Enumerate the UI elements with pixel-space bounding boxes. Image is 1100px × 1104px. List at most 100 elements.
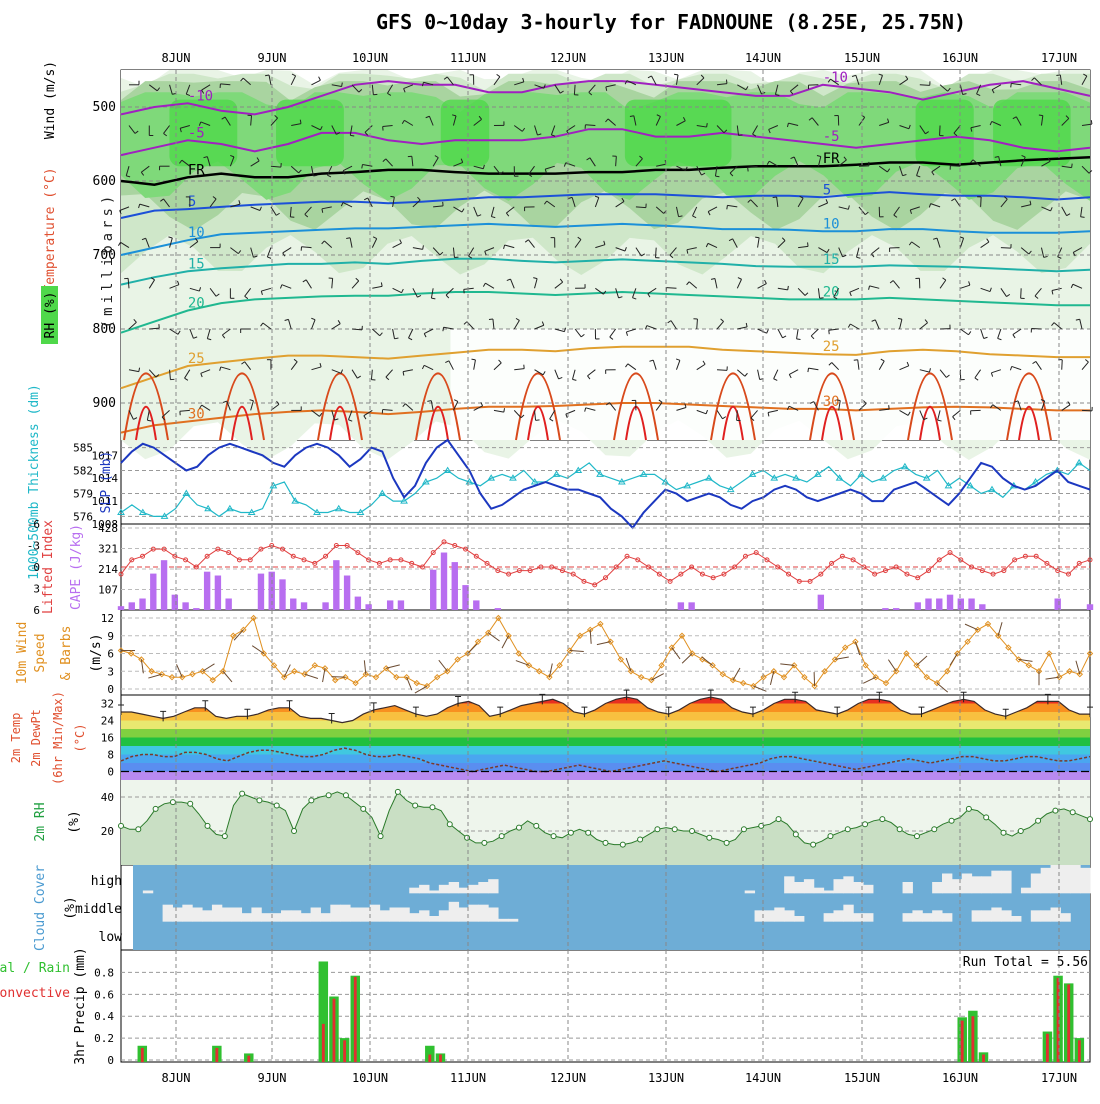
wind-barb-flag (390, 196, 394, 197)
cape-bar (678, 602, 684, 610)
rh-label-group: (%) (67, 810, 82, 833)
wind-barb (1031, 328, 1041, 329)
day-label-bottom: 12JUN (550, 1071, 586, 1085)
cloud-cell-high (814, 888, 824, 894)
cloud-cell-high (1060, 865, 1070, 893)
rh-point (672, 827, 677, 832)
wind-barb-flag (423, 245, 424, 249)
surface-barb (682, 654, 692, 664)
wind-barb (940, 126, 941, 136)
rh-point (776, 817, 781, 822)
cloud-level-label: low (99, 930, 123, 945)
cape-bar (344, 576, 350, 610)
rh-point (586, 830, 591, 835)
cloud-cell-mid (242, 913, 252, 922)
wind-barb (1001, 248, 1011, 249)
rh-point (690, 829, 695, 834)
cloud-cell-mid (478, 905, 488, 922)
cloud-cell-mid (192, 908, 202, 922)
cloud-cell-mid (251, 908, 261, 922)
precip-tick: 0.6 (94, 988, 114, 1001)
precip-conv-bar (343, 1040, 346, 1062)
wind-barb-flag (1011, 83, 1012, 87)
cloud-cell-high (1001, 871, 1011, 894)
precip-conv-bar (333, 999, 336, 1062)
surface-barb (998, 622, 1002, 635)
cloud-cell-mid (409, 913, 419, 922)
cape-bar (139, 599, 145, 610)
isotherm-label: 15 (188, 256, 205, 272)
precip-conv-bar (354, 977, 357, 1062)
precip-conv-bar (1046, 1034, 1049, 1062)
cloud-cell-mid (419, 910, 429, 921)
cape-bar (387, 600, 393, 610)
cape-bar (1087, 604, 1093, 610)
rh-point (949, 818, 954, 823)
wind-barb (697, 319, 698, 329)
wind-barb (666, 288, 676, 289)
rh-point (482, 840, 487, 845)
wind-barb (1021, 288, 1022, 298)
wind-barb (920, 85, 930, 86)
precip-conv-bar (982, 1055, 985, 1062)
cloud-cell-high (1041, 868, 1051, 894)
wind-barb-flag (755, 237, 759, 238)
surface-barb (917, 656, 927, 665)
temp-label-group: (°C) (73, 724, 87, 753)
precip-conv-bar (1067, 984, 1070, 1062)
cape-label: CAPE (J/kg) (69, 524, 84, 610)
wind-barb-flag (707, 123, 708, 127)
precip-conv-bar (215, 1048, 218, 1062)
wind-barb-flag (443, 327, 444, 331)
rh-point (205, 823, 210, 828)
cloud-cell-mid (390, 908, 400, 922)
temp-band (121, 738, 1090, 747)
cape-tick: 107 (98, 584, 118, 597)
li-tick: -6 (27, 518, 40, 531)
cape-bar (430, 570, 436, 610)
precip-tick: 0.8 (94, 966, 114, 979)
cloud-cell-high (1070, 865, 1080, 893)
precip-conv-bar (322, 1024, 325, 1062)
cloud-cell-high (903, 882, 913, 893)
cloud-cell-mid (912, 910, 922, 921)
temp-tick: 16 (101, 732, 114, 745)
precip-conv-bar (247, 1056, 250, 1062)
cloud-cell-mid (350, 908, 360, 922)
day-label-top: 10JUN (352, 51, 388, 65)
wind-barb-flag (715, 176, 719, 177)
cape-bar (925, 599, 931, 610)
cape-bar (473, 600, 479, 610)
temp-label-group: 2m DewPt (29, 709, 43, 767)
cape-bar (441, 553, 447, 610)
cloud-cell-mid (922, 913, 932, 922)
rh-point (188, 801, 193, 806)
wind-barb-flag (342, 83, 343, 87)
temp-band (121, 721, 1090, 730)
wind-barb (737, 410, 738, 420)
cape-bar (947, 595, 953, 610)
temp-tick: 0 (107, 766, 114, 779)
pressure-tick: 500 (93, 100, 116, 115)
cloud-axis-label: Cloud Cover (33, 865, 48, 951)
rh-point (136, 827, 141, 832)
cape-bar (958, 599, 964, 610)
surface-barb (733, 668, 740, 680)
temperature-label: Temperature (°C) (43, 167, 58, 292)
wind-tick: 12 (101, 612, 114, 625)
surface-barb (965, 624, 978, 630)
cloud-axis-label: (%) (63, 896, 78, 919)
cloud-cell-mid (1011, 916, 1021, 922)
cape-bar (258, 574, 264, 610)
cape-bar (161, 560, 167, 610)
cloud-cell-mid (981, 910, 991, 921)
day-label-bottom: 10JUN (352, 1071, 388, 1085)
cape-bar (398, 600, 404, 610)
rh-point (222, 834, 227, 839)
precip-tick: 0.4 (94, 1010, 114, 1023)
cloud-cell-high (1021, 888, 1031, 894)
li-label: Lifted Index (41, 520, 56, 614)
isotherm-label: FR (823, 151, 840, 167)
cloud-cell-high (972, 876, 982, 893)
cloud-cell-high (833, 879, 843, 893)
